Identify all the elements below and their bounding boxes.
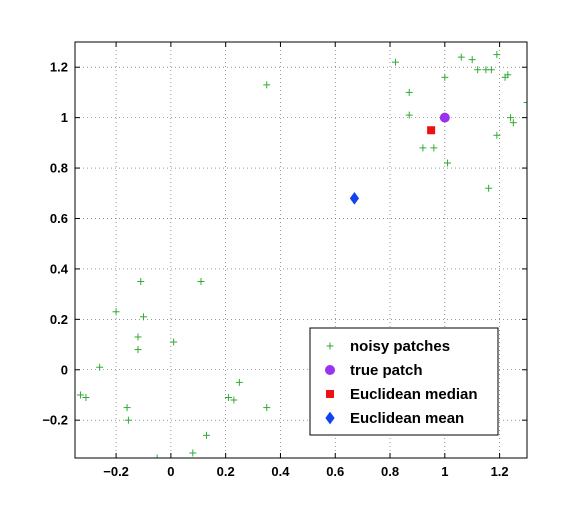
- x-tick-label: 0.8: [381, 464, 399, 479]
- noisy-patches-point: [76, 391, 84, 399]
- axis-ticks: −0.2 0 0.2 0.4 0.6 0.8 1 1.2 −0.2 0 0.2 0.4 0.6 0.8 1 1…: [42, 42, 527, 479]
- noisy-patches-point: [235, 378, 243, 386]
- noisy-patches-point: [504, 71, 512, 79]
- legend-box: [309, 327, 499, 436]
- x-tick-label: 1.2: [491, 464, 509, 479]
- y-tick-label: 0.8: [50, 161, 68, 176]
- data-points: [76, 51, 527, 458]
- noisy-patches-point: [485, 184, 493, 192]
- noisy-patches-point: [197, 278, 205, 286]
- noisy-patches-point: [224, 393, 232, 401]
- legend-true-patch-marker: [325, 365, 335, 375]
- noisy-patches-point: [170, 338, 178, 346]
- noisy-patches-point: [487, 66, 495, 74]
- legend-noisy-patches-label: noisy patches: [350, 338, 450, 355]
- euclidean-median-point: [427, 126, 436, 135]
- x-tick-label: 0.6: [326, 464, 344, 479]
- true-patch-point: [439, 112, 450, 123]
- noisy-patches-point: [405, 111, 413, 119]
- noisy-patches-point: [82, 393, 90, 401]
- legend-euclidean-median-label: Euclidean median: [350, 386, 478, 403]
- noisy-patches-point: [441, 73, 449, 81]
- noisy-patches-point: [474, 66, 482, 74]
- noisy-patches-point: [124, 416, 132, 424]
- noisy-patches-point: [96, 363, 104, 371]
- y-tick-label: 1: [61, 110, 68, 125]
- noisy-patches-point: [405, 88, 413, 96]
- x-tick-label: 1: [441, 464, 448, 479]
- legend-euclidean-mean-label: Euclidean mean: [350, 410, 464, 427]
- y-tick-label: 0.2: [50, 312, 68, 327]
- noisy-patches-point: [137, 278, 145, 286]
- noisy-patches-point: [419, 144, 427, 152]
- legend-true-patch-label: true patch: [350, 362, 423, 379]
- legend-noisy-patches-marker: [326, 342, 334, 350]
- noisy-patches-point: [189, 449, 197, 457]
- noisy-patches-point: [123, 404, 131, 412]
- legend: noisy patches true patch Euclidean median E…: [309, 327, 499, 436]
- noisy-patches-point: [523, 99, 527, 107]
- noisy-patches-point: [507, 114, 515, 122]
- noisy-patches-point: [430, 144, 438, 152]
- x-tick-label: 0.2: [217, 464, 235, 479]
- plot-area-frame: [74, 41, 528, 459]
- noisy-patches-point: [139, 313, 147, 321]
- noisy-patches-point: [134, 333, 142, 341]
- y-tick-label: 0.6: [50, 211, 68, 226]
- y-tick-label: 0.4: [50, 261, 69, 276]
- x-tick-label: 0: [167, 464, 174, 479]
- legend-euclidean-median-marker: [326, 390, 334, 398]
- noisy-patches-point: [493, 51, 501, 59]
- noisy-patches-point: [263, 81, 271, 89]
- x-tick-label: −0.2: [103, 464, 129, 479]
- noisy-patches-point: [468, 56, 476, 64]
- y-tick-label: −0.2: [42, 413, 68, 428]
- legend-euclidean-mean-marker: [325, 411, 335, 425]
- noisy-patches-point: [134, 346, 142, 354]
- noisy-patches-point: [202, 431, 210, 439]
- noisy-patches-point: [444, 159, 452, 167]
- noisy-patches-point: [112, 308, 120, 316]
- y-tick-label: 0: [61, 362, 68, 377]
- noisy-patches-point: [493, 131, 501, 139]
- noisy-patches-point: [230, 396, 238, 404]
- x-tick-label: 0.4: [271, 464, 290, 479]
- noisy-patches-point: [392, 58, 400, 66]
- noisy-patches-point: [509, 119, 517, 127]
- y-tick-label: 1.2: [50, 60, 68, 75]
- noisy-patches-point: [263, 404, 271, 412]
- noisy-patches-point: [153, 454, 161, 458]
- euclidean-mean-point: [349, 191, 360, 205]
- noisy-patches-point: [457, 53, 465, 61]
